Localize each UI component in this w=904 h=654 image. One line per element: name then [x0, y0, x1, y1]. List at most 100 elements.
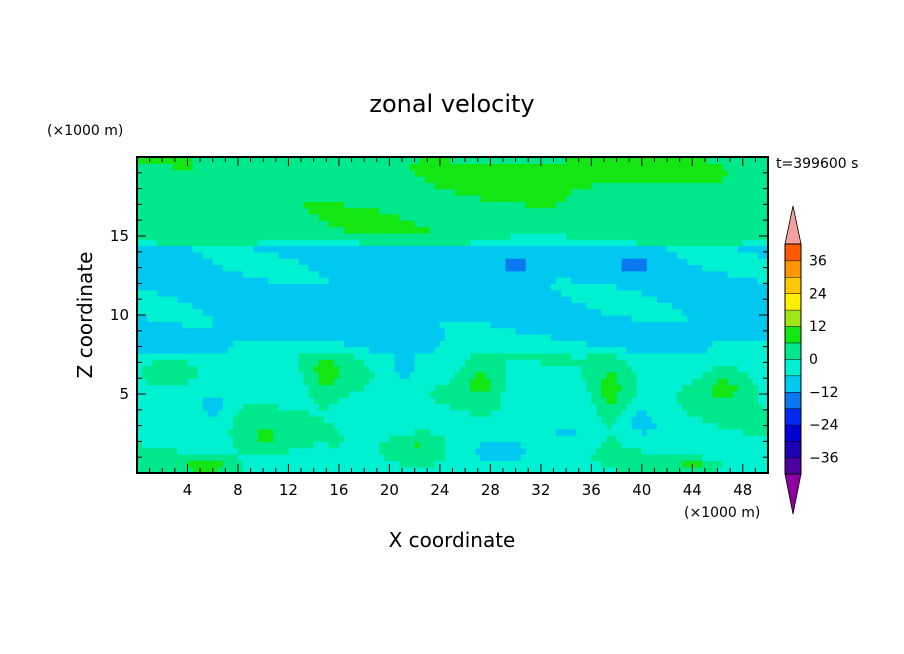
heat-cell [217, 466, 224, 473]
heat-cell [369, 169, 375, 177]
heat-cell [480, 296, 486, 303]
heat-cell [157, 327, 163, 335]
heat-cell [636, 302, 643, 310]
heat-cell [419, 390, 426, 398]
heat-cell [404, 321, 411, 329]
heat-cell [414, 258, 421, 266]
heat-cell [227, 416, 234, 424]
heat-cell [515, 403, 522, 411]
heat-cell [343, 327, 350, 335]
heat-cell [439, 390, 446, 398]
heat-cell [258, 239, 264, 247]
heat-cell [399, 422, 406, 430]
heat-cell [495, 182, 502, 190]
heat-cell [253, 302, 259, 310]
heat-cell [177, 397, 184, 405]
heat-cell [142, 321, 148, 329]
heat-cell [525, 441, 532, 449]
heat-cell [283, 194, 290, 202]
heat-cell [303, 390, 310, 398]
heat-cell [449, 239, 456, 247]
heat-cell [480, 194, 486, 202]
heat-cell [349, 182, 355, 190]
heat-cell [545, 283, 552, 291]
heat-cell [227, 194, 234, 202]
heat-cell [465, 201, 471, 209]
heat-cell [248, 333, 254, 341]
heat-cell [162, 220, 168, 228]
heat-cell [424, 422, 431, 430]
heat-cell [424, 245, 431, 253]
heat-cell [495, 251, 502, 259]
heat-cell [182, 226, 189, 234]
heat-cell [343, 371, 350, 379]
heat-cell [515, 194, 522, 202]
heat-cell [278, 403, 284, 411]
heat-cell [394, 201, 401, 209]
heat-cell [485, 340, 491, 348]
heat-cell [596, 245, 603, 253]
heat-cell [283, 327, 290, 335]
heat-cell [207, 239, 214, 247]
heat-cell [636, 359, 643, 367]
heat-cell [530, 296, 537, 303]
heat-cell [273, 390, 279, 398]
heat-cell [308, 270, 315, 278]
heat-cell [263, 460, 269, 468]
heat-cell [561, 283, 567, 291]
heat-cell [354, 390, 360, 398]
heat-cell [636, 239, 643, 247]
heat-cell [273, 182, 279, 190]
heat-cell [273, 346, 279, 354]
heat-cell [328, 371, 335, 379]
heat-cell [157, 245, 163, 253]
heat-cell [606, 352, 613, 360]
heat-cell [354, 201, 360, 209]
heat-cell [253, 226, 259, 234]
heat-cell [354, 321, 360, 329]
heat-cell [298, 441, 305, 449]
heat-cell [561, 201, 567, 209]
heat-cell [500, 365, 507, 373]
heat-cell [399, 258, 406, 266]
heat-cell [313, 409, 320, 417]
heat-cell [243, 175, 249, 183]
heat-cell [147, 403, 153, 411]
heat-cell [439, 435, 446, 442]
heat-cell [455, 365, 461, 373]
heat-cell [227, 182, 234, 190]
heat-cell [172, 182, 178, 190]
heat-cell [343, 169, 350, 177]
heat-cell [389, 232, 396, 240]
heat-cell [540, 327, 547, 335]
heat-cell [197, 447, 204, 455]
heat-cell [424, 435, 431, 442]
heat-cell [192, 371, 199, 379]
heat-cell [258, 403, 264, 411]
heat-cell [243, 454, 249, 461]
heat-cell [278, 182, 284, 190]
heat-cell [354, 308, 360, 316]
heat-cell [510, 232, 517, 240]
heat-cell [490, 163, 497, 171]
heat-cell [475, 258, 481, 266]
heat-cell [379, 365, 385, 373]
heat-cell [328, 251, 335, 259]
heat-cell [237, 226, 244, 234]
heat-cell [576, 352, 582, 360]
heat-cell [263, 163, 269, 171]
heat-cell [399, 169, 406, 177]
heat-cell [258, 365, 264, 373]
heat-cell [364, 251, 370, 259]
heat-cell [197, 365, 204, 373]
heat-cell [328, 384, 335, 392]
heat-cell [248, 188, 254, 196]
heat-cell [596, 384, 603, 392]
heat-cell [142, 188, 148, 196]
heat-cell [586, 327, 592, 335]
heat-cell [455, 359, 461, 367]
heat-cell [449, 454, 456, 461]
heat-cell [490, 454, 497, 461]
heat-cell [505, 207, 512, 215]
heat-cell [485, 384, 491, 392]
